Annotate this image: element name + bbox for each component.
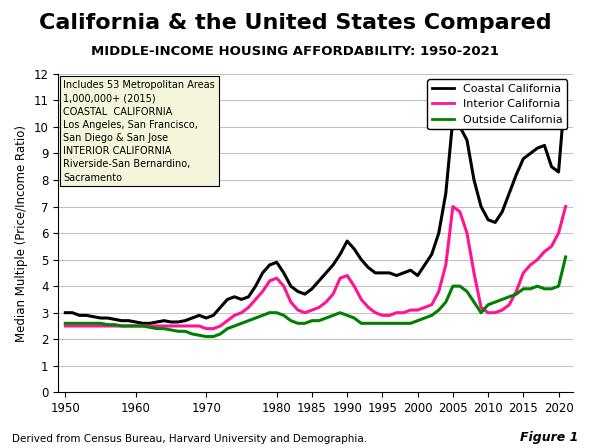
Text: Figure 1: Figure 1 <box>520 431 578 444</box>
Text: Includes 53 Metropolitan Areas
1,000,000+ (2015)
COASTAL  CALIFORNIA
Los Angeles: Includes 53 Metropolitan Areas 1,000,000… <box>63 80 215 182</box>
Text: MIDDLE-INCOME HOUSING AFFORDABILITY: 1950-2021: MIDDLE-INCOME HOUSING AFFORDABILITY: 195… <box>91 45 499 58</box>
Text: California & the United States Compared: California & the United States Compared <box>39 13 551 34</box>
Y-axis label: Median Multiple (Price/Income Ratio): Median Multiple (Price/Income Ratio) <box>15 125 28 341</box>
Text: Derived from Census Bureau, Harvard University and Demographia.: Derived from Census Bureau, Harvard Univ… <box>12 434 367 444</box>
Legend: Coastal California, Interior California, Outside California: Coastal California, Interior California,… <box>427 79 567 129</box>
